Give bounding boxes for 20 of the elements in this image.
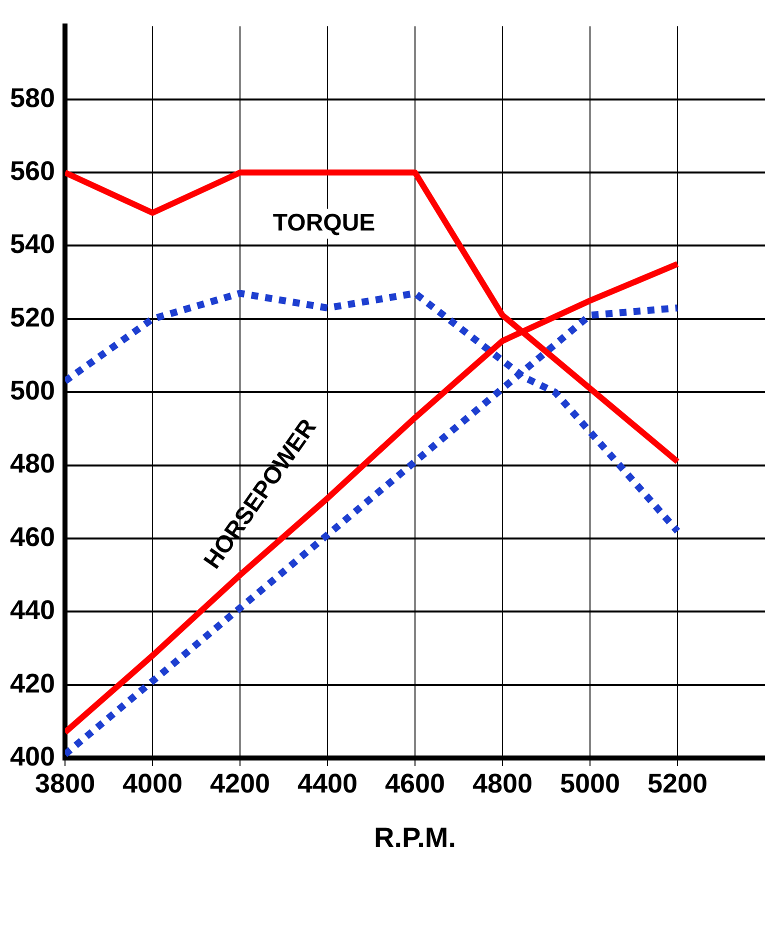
x-tick-label: 4400 xyxy=(297,768,358,799)
y-tick-label: 520 xyxy=(10,302,56,332)
x-axis-title: R.P.M. xyxy=(374,822,456,853)
x-tick-label: 5000 xyxy=(560,768,620,799)
y-tick-label: 400 xyxy=(10,741,56,772)
x-tick-label: 4000 xyxy=(122,768,183,799)
y-tick-label: 500 xyxy=(10,376,56,406)
y-tick-label: 460 xyxy=(10,522,56,552)
x-tick-label: 4600 xyxy=(384,768,446,799)
x-tick-label: 4200 xyxy=(210,768,270,799)
y-tick-label: 540 xyxy=(10,229,56,260)
x-tick-label: 3800 xyxy=(35,768,96,799)
x-tick-label: 4800 xyxy=(472,768,533,799)
annotation: TORQUE xyxy=(272,209,376,236)
y-tick-label: 440 xyxy=(10,595,56,626)
y-tick-label: 480 xyxy=(10,448,56,479)
x-tick-label: 5200 xyxy=(647,768,708,799)
y-tick-label: 580 xyxy=(10,82,56,113)
y-tick-label: 420 xyxy=(10,668,56,698)
y-tick-label: 560 xyxy=(10,156,56,186)
